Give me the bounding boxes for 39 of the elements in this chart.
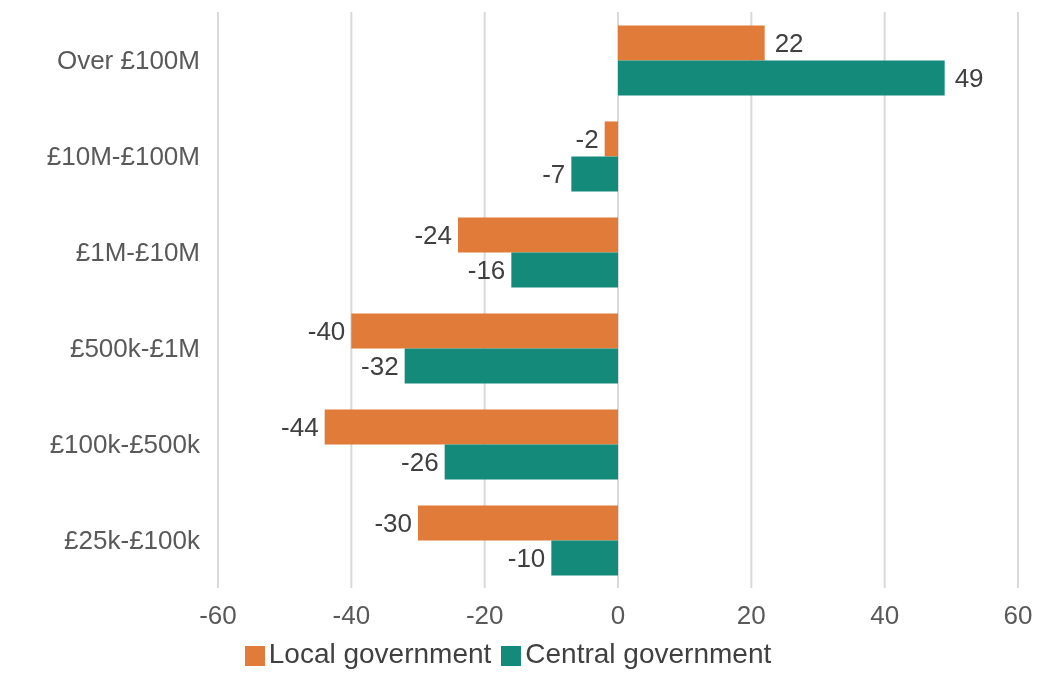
bar — [324, 409, 618, 445]
bar — [618, 60, 945, 96]
y-tick-label: £500k-£1M — [69, 333, 200, 364]
legend-label: Central government — [525, 638, 772, 669]
data-label: -24 — [414, 219, 452, 250]
bar — [551, 540, 618, 576]
bar — [444, 444, 618, 480]
y-tick-label: £1M-£10M — [75, 237, 200, 268]
data-label: -30 — [374, 507, 412, 538]
bar — [458, 217, 618, 253]
bar — [571, 156, 618, 192]
x-tick-label: -60 — [199, 600, 237, 631]
data-label: -40 — [307, 315, 346, 346]
legend-label: Local government — [268, 638, 492, 669]
x-tick-label: 60 — [1003, 600, 1033, 631]
x-tick-label: 20 — [736, 600, 766, 631]
bar — [511, 252, 618, 288]
y-tick-label: £100k-£500k — [49, 429, 201, 460]
bar — [418, 505, 618, 541]
x-tick-label: 0 — [610, 600, 626, 631]
data-label: -26 — [401, 446, 439, 477]
bar — [604, 121, 618, 157]
data-label: -32 — [361, 350, 399, 381]
bar — [351, 313, 618, 349]
data-label: 22 — [774, 27, 804, 58]
bar — [618, 25, 765, 61]
data-label: -16 — [467, 254, 506, 285]
data-label: 49 — [954, 62, 984, 93]
y-tick-label: £10M-£100M — [46, 141, 200, 172]
y-tick-label: £25k-£100k — [64, 525, 201, 556]
x-tick-label: -40 — [332, 600, 371, 631]
data-label: -10 — [507, 542, 546, 573]
data-label: -7 — [542, 158, 566, 189]
bar — [404, 348, 618, 384]
data-label: -2 — [575, 123, 599, 154]
x-tick-label: -20 — [465, 600, 504, 631]
y-tick-label: Over £100M — [56, 45, 200, 76]
x-tick-label: 40 — [870, 600, 900, 631]
data-label: -44 — [281, 411, 319, 442]
